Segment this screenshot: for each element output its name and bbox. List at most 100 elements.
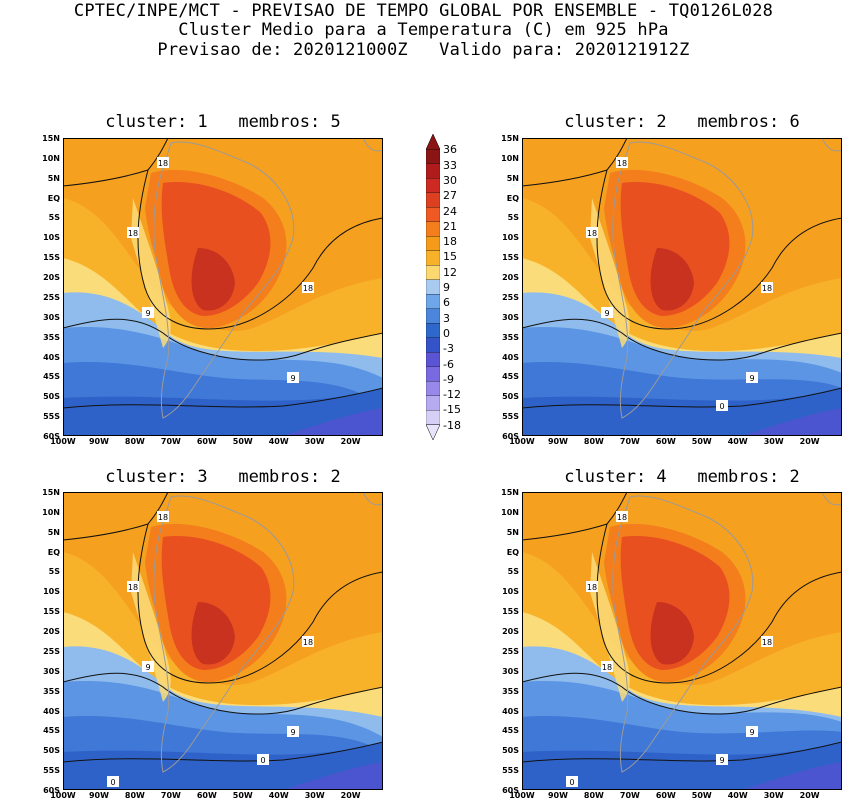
lat-tick-label: 40S: [502, 706, 519, 716]
lat-tick-label: 30S: [502, 312, 519, 322]
lon-tick-label: 70W: [619, 791, 640, 800]
colorbar-swatch: [426, 163, 440, 179]
lon-tick-label: 80W: [583, 791, 604, 800]
contour-label: 9: [287, 372, 299, 383]
panel-title-4: cluster: 4 membros: 2: [564, 467, 800, 487]
lat-tick-label: 35S: [43, 332, 60, 342]
lon-tick-label: 100W: [50, 437, 76, 446]
lat-tick-label: EQ: [47, 193, 60, 203]
lon-tick-label: 40W: [268, 791, 289, 800]
contour-label: 18: [302, 636, 314, 647]
lon-tick-label: 50W: [691, 791, 712, 800]
contour-label: 18: [586, 581, 598, 592]
colorbar-swatch: [426, 250, 440, 266]
lat-tick-label: 25S: [43, 292, 60, 302]
lat-tick-label: 50S: [502, 392, 519, 402]
lat-tick-label: 15N: [42, 134, 60, 143]
colorbar-level-label: 6: [443, 296, 450, 310]
lat-tick-label: 30S: [43, 312, 60, 322]
lon-tick-label: 90W: [88, 791, 109, 800]
lat-tick-label: 20S: [502, 627, 519, 637]
colorbar-swatch: [426, 366, 440, 382]
colorbar-swatch: [426, 279, 440, 295]
contour-label: 9: [142, 307, 154, 318]
lat-tick-label: 15S: [502, 253, 519, 263]
lat-tick-label: 50S: [43, 392, 60, 402]
colorbar-swatch: [426, 236, 440, 251]
lon-tick-label: 30W: [763, 791, 784, 800]
svg-text:9: 9: [604, 309, 609, 318]
svg-text:9: 9: [719, 756, 724, 765]
lon-tick-label: 80W: [124, 791, 145, 800]
lon-tick-label: 80W: [583, 437, 604, 446]
lon-tick-label: 90W: [88, 437, 109, 446]
contour-label: 0: [257, 754, 269, 765]
lat-tick-label: 20S: [43, 273, 60, 283]
panel-title-2: cluster: 2 membros: 6: [564, 112, 800, 132]
lat-tick-label: 10N: [501, 507, 519, 517]
lon-tick-label: 70W: [619, 437, 640, 446]
contour-label: 18: [127, 227, 139, 238]
lon-tick-label: 90W: [547, 791, 568, 800]
lat-tick-label: 5N: [506, 527, 519, 537]
colorbar-level-label: 27: [443, 189, 457, 203]
lat-tick-label: 45S: [502, 372, 519, 382]
lat-tick-label: 55S: [43, 766, 60, 776]
lat-tick-label: 5S: [48, 567, 60, 577]
colorbar-level-label: 30: [443, 173, 457, 187]
lat-tick-label: 55S: [502, 766, 519, 776]
temperature-field-map: 18 18 18 9 9 0: [522, 138, 842, 436]
lon-tick-label: 60W: [196, 437, 217, 446]
lon-tick-label: 60W: [655, 791, 676, 800]
lat-tick-label: 5N: [506, 173, 519, 183]
colorbar-level-label: 36: [443, 143, 457, 157]
lat-tick-label: 50S: [502, 746, 519, 756]
colorbar-swatch: [426, 178, 440, 193]
colorbar-swatch: [426, 337, 440, 353]
lat-tick-label: 25S: [502, 646, 519, 656]
contour-label: 9: [716, 754, 728, 765]
colorbar-level-label: 0: [443, 326, 450, 340]
lat-tick-label: 10S: [502, 587, 519, 597]
contour-label: 18: [127, 581, 139, 592]
lon-tick-label: 60W: [196, 791, 217, 800]
lon-tick-label: 90W: [547, 437, 568, 446]
svg-text:18: 18: [762, 638, 772, 647]
lat-tick-label: 50S: [43, 746, 60, 756]
map-panel-1: 18 18 18 9 9: [63, 138, 383, 436]
lon-tick-label: 80W: [124, 437, 145, 446]
lon-tick-label: 20W: [799, 437, 820, 446]
contour-label: 18: [601, 661, 613, 672]
lon-tick-label: 50W: [232, 437, 253, 446]
colorbar-swatch: [426, 323, 440, 338]
colorbar-swatch: [426, 352, 440, 367]
lat-tick-label: EQ: [506, 547, 519, 557]
colorbar: [426, 134, 440, 440]
lat-tick-label: 10S: [502, 233, 519, 243]
contour-label: 0: [107, 776, 119, 787]
contour-label: 9: [142, 661, 154, 672]
lat-tick-label: 40S: [43, 352, 60, 362]
lat-tick-label: 55S: [502, 412, 519, 422]
panel-title-1: cluster: 1 membros: 5: [105, 112, 341, 132]
colorbar-level-label: -18: [443, 418, 461, 432]
lat-tick-label: 60S: [502, 432, 519, 441]
lat-tick-label: 60S: [502, 786, 519, 795]
colorbar-swatch: [426, 308, 440, 324]
svg-text:18: 18: [602, 663, 612, 672]
lat-tick-label: 20S: [502, 273, 519, 283]
contour-label: 18: [761, 636, 773, 647]
lon-tick-label: 100W: [509, 791, 535, 800]
svg-text:18: 18: [617, 513, 627, 522]
colorbar-level-label: 15: [443, 250, 457, 264]
svg-text:9: 9: [290, 728, 295, 737]
colorbar-level-label: 9: [443, 281, 450, 294]
svg-text:18: 18: [158, 159, 168, 168]
map-panel-4: 18 18 18 18 9 9 0: [522, 492, 842, 790]
contour-label: 18: [302, 282, 314, 293]
svg-text:18: 18: [158, 513, 168, 522]
svg-text:0: 0: [569, 778, 574, 787]
contour-label: 0: [566, 776, 578, 787]
svg-text:18: 18: [762, 284, 772, 293]
colorbar-level-label: 18: [443, 235, 457, 249]
